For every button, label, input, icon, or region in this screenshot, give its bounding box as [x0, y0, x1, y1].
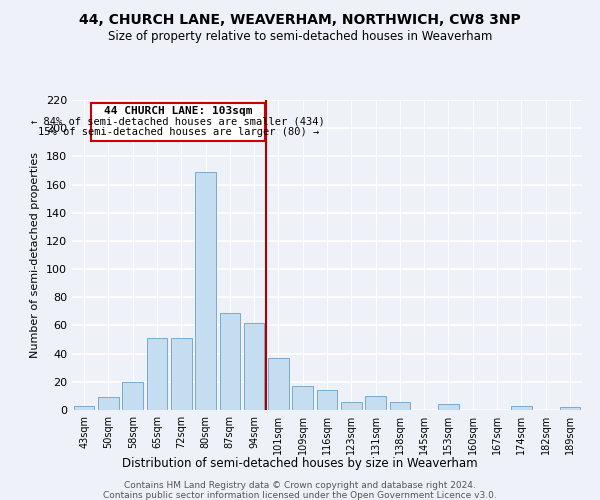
Bar	[317, 390, 337, 410]
Text: 15% of semi-detached houses are larger (80) →: 15% of semi-detached houses are larger (…	[38, 126, 319, 136]
Text: Contains public sector information licensed under the Open Government Licence v3: Contains public sector information licen…	[103, 491, 497, 500]
Bar	[365, 396, 386, 410]
Bar	[98, 398, 119, 410]
Bar	[220, 313, 240, 410]
Text: Contains HM Land Registry data © Crown copyright and database right 2024.: Contains HM Land Registry data © Crown c…	[124, 481, 476, 490]
Bar	[511, 406, 532, 410]
Bar	[146, 338, 167, 410]
Bar	[389, 402, 410, 410]
Text: Distribution of semi-detached houses by size in Weaverham: Distribution of semi-detached houses by …	[122, 458, 478, 470]
Bar	[195, 172, 216, 410]
Text: ← 84% of semi-detached houses are smaller (434): ← 84% of semi-detached houses are smalle…	[31, 117, 325, 127]
Text: 44, CHURCH LANE, WEAVERHAM, NORTHWICH, CW8 3NP: 44, CHURCH LANE, WEAVERHAM, NORTHWICH, C…	[79, 12, 521, 26]
Y-axis label: Number of semi-detached properties: Number of semi-detached properties	[31, 152, 40, 358]
Bar	[560, 407, 580, 410]
Bar	[244, 322, 265, 410]
Bar	[74, 406, 94, 410]
Bar	[341, 402, 362, 410]
Bar	[292, 386, 313, 410]
Bar	[171, 338, 191, 410]
FancyBboxPatch shape	[91, 103, 265, 141]
Text: 44 CHURCH LANE: 103sqm: 44 CHURCH LANE: 103sqm	[104, 106, 253, 116]
Bar	[268, 358, 289, 410]
Text: Size of property relative to semi-detached houses in Weaverham: Size of property relative to semi-detach…	[108, 30, 492, 43]
Bar	[438, 404, 459, 410]
Bar	[122, 382, 143, 410]
